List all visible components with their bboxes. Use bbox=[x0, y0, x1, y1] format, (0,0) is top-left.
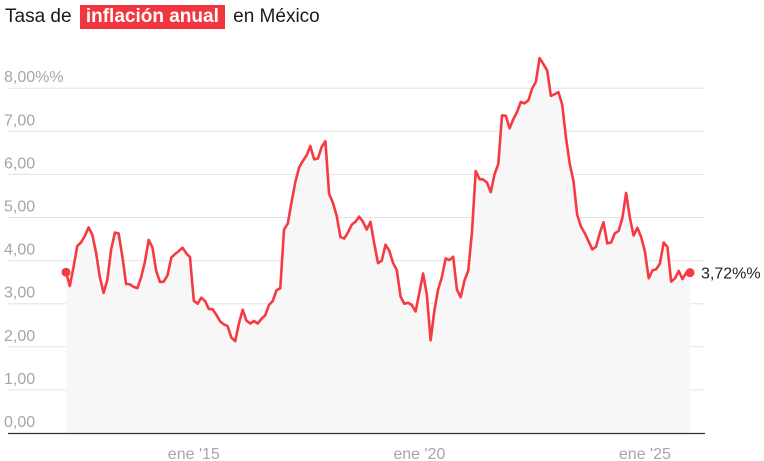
end-marker bbox=[685, 268, 695, 278]
end-value-label: 3,72%% bbox=[701, 266, 761, 283]
y-tick-label: 3,00 bbox=[4, 285, 35, 302]
x-axis-ticks: ene '15 ene '20 ene '25 bbox=[168, 446, 671, 461]
title-suffix: en México bbox=[233, 6, 320, 27]
x-tick-label: ene '25 bbox=[619, 446, 671, 461]
area-fill bbox=[66, 58, 690, 433]
y-axis-ticks: 0,00 1,00 2,00 3,00 4,00 5,00 6,00 7,00 8,00%% bbox=[4, 69, 64, 431]
title-highlight: inflación anual bbox=[79, 5, 225, 29]
start-marker bbox=[61, 267, 71, 277]
y-tick-label: 5,00 bbox=[4, 199, 35, 216]
title-prefix: Tasa de bbox=[5, 6, 72, 27]
chart-title: Tasa de inflación anual en México bbox=[5, 5, 320, 29]
y-tick-label: 1,00 bbox=[4, 371, 35, 388]
y-tick-label: 2,00 bbox=[4, 328, 35, 345]
y-tick-label: 8,00%% bbox=[4, 69, 64, 86]
x-tick-label: ene '15 bbox=[168, 446, 220, 461]
inflation-line bbox=[64, 56, 692, 343]
x-tick-label: ene '20 bbox=[393, 446, 445, 461]
y-tick-label: 6,00 bbox=[4, 155, 35, 172]
y-tick-label: 4,00 bbox=[4, 242, 35, 259]
y-tick-label: 0,00 bbox=[4, 414, 35, 431]
y-tick-label: 7,00 bbox=[4, 112, 35, 129]
